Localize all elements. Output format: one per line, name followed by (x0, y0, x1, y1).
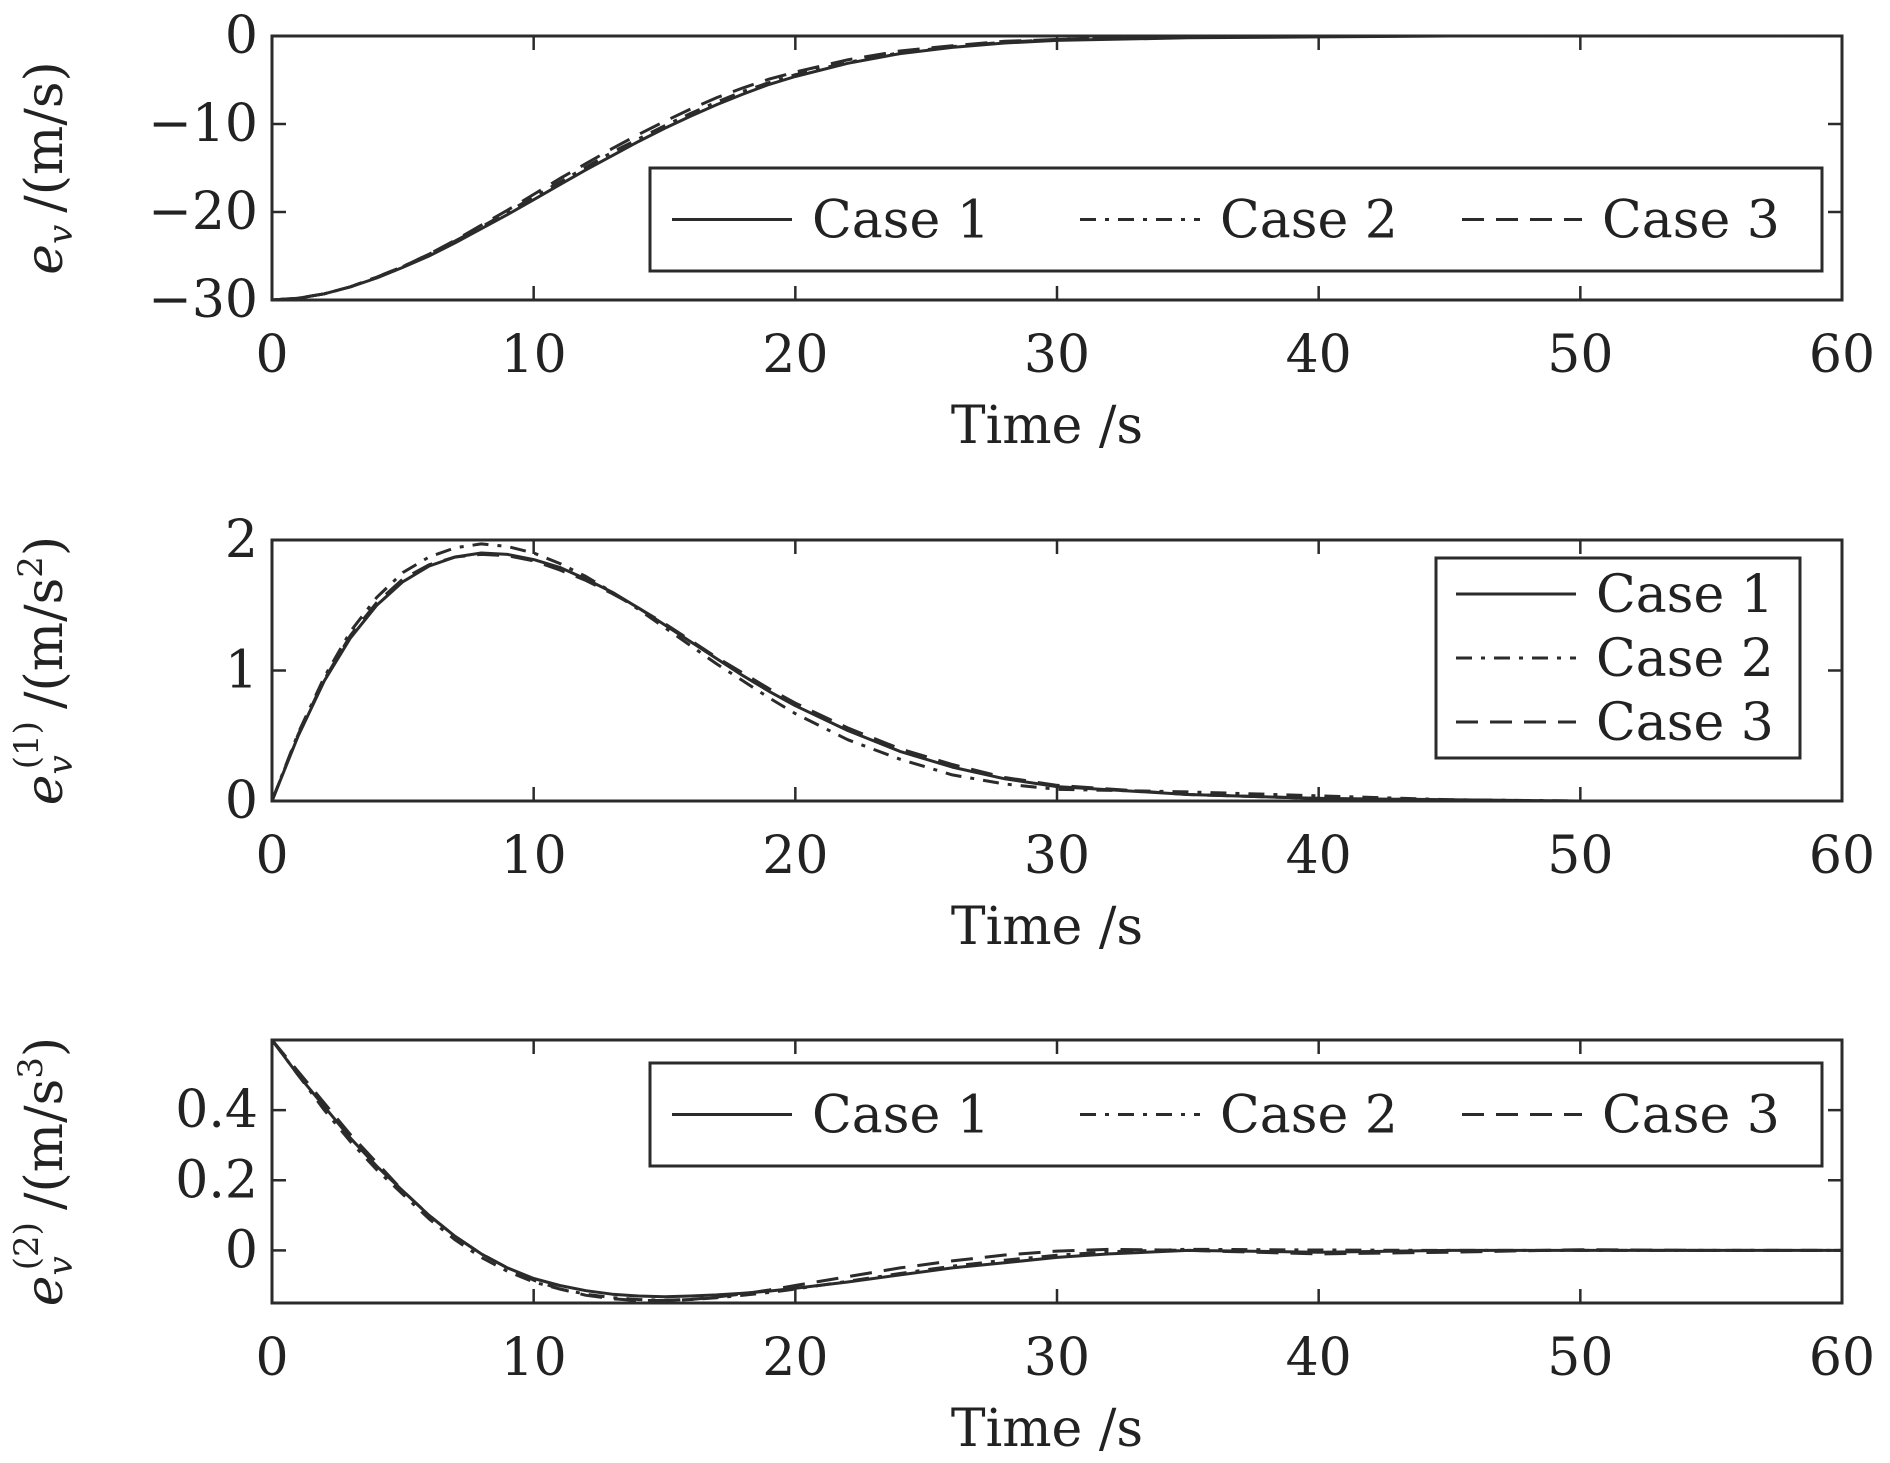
x-tick-label: 0 (255, 325, 288, 385)
y-title-unit: /(m/s (15, 1079, 75, 1210)
x-tick-label: 40 (1286, 1328, 1352, 1388)
y-tick-label: −20 (148, 182, 258, 242)
x-tick-label: 20 (762, 1328, 828, 1388)
y-title-unit: /(m/s (15, 578, 75, 709)
chart-panel-3: 0 10 20 30 40 50 60 0 0.2 0.4 Time /s ev(2) /(m/s3) C… (7, 1037, 1875, 1459)
legend-label-case-3: Case 3 (1602, 191, 1780, 251)
y-axis-title: ev(2) /(m/s3) (7, 1037, 81, 1306)
legend-box (648, 166, 1824, 273)
y-tick-label: 0.4 (175, 1080, 258, 1140)
x-tick-label: 10 (501, 325, 567, 385)
y-title-symbol: e (15, 774, 75, 805)
x-tick-label: 30 (1024, 1328, 1090, 1388)
chart-panel-1: 0 10 20 30 40 50 60 0 −10 −20 −30 Time /s ev /(m/s) Ca… (15, 6, 1875, 456)
y-tick-label: −10 (148, 94, 258, 154)
series-line-case-3 (272, 34, 1842, 302)
legend-label-case-2: Case 2 (1220, 191, 1398, 251)
x-axis-title: Time /s (951, 1399, 1143, 1459)
legend-label-case-2: Case 2 (1596, 629, 1774, 689)
x-tick-label: 40 (1286, 826, 1352, 886)
x-tick-label: 50 (1547, 1328, 1613, 1388)
y-title-symbol: e (15, 1275, 75, 1306)
x-tick-label: 20 (762, 325, 828, 385)
legend-label-case-2: Case 2 (1220, 1086, 1398, 1146)
x-tick-label: 50 (1547, 826, 1613, 886)
y-tick-label: 0 (225, 1220, 258, 1280)
y-title-superscript: (2) (7, 1222, 47, 1270)
x-tick-label: 60 (1809, 1328, 1875, 1388)
y-axis-title: ev /(m/s) (15, 61, 81, 275)
x-tick-label: 10 (501, 826, 567, 886)
y-axis-title: ev(1) /(m/s2) (7, 536, 81, 805)
legend: Case 1 Case 2 Case 3 (648, 166, 1824, 273)
x-tick-label: 50 (1547, 325, 1613, 385)
legend-label-case-1: Case 1 (812, 191, 990, 251)
legend: Case 1 Case 2 Case 3 (648, 1061, 1824, 1168)
y-tick-label: 2 (225, 510, 258, 570)
legend-label-case-3: Case 3 (1602, 1086, 1780, 1146)
series-line-case-3 (272, 1039, 1842, 1302)
legend-label-case-1: Case 1 (1596, 565, 1774, 625)
y-tick-label: 0 (225, 6, 258, 66)
x-tick-label: 0 (255, 826, 288, 886)
x-tick-label: 60 (1809, 826, 1875, 886)
y-title-unit-superscript: 2 (11, 556, 51, 578)
x-tick-label: 0 (255, 1328, 288, 1388)
x-tick-label: 60 (1809, 325, 1875, 385)
y-tick-label: 0.2 (175, 1150, 258, 1210)
x-tick-label: 10 (501, 1328, 567, 1388)
y-title-unit-superscript: 3 (11, 1057, 51, 1079)
x-axis-title: Time /s (951, 396, 1143, 456)
y-title-subscript: v (41, 755, 81, 774)
y-title-unit: /(m/s) (15, 61, 75, 213)
x-tick-label: 20 (762, 826, 828, 886)
series-line-case-2 (272, 542, 1842, 803)
y-tick-label: 1 (225, 641, 258, 701)
x-tick-label: 30 (1024, 325, 1090, 385)
y-title-superscript: (1) (7, 721, 47, 769)
y-title-unit-close: ) (15, 1037, 75, 1057)
y-title-subscript: v (41, 1256, 81, 1275)
x-axis-title: Time /s (951, 897, 1143, 957)
x-tick-label: 30 (1024, 826, 1090, 886)
series-line-case-3 (272, 552, 1842, 803)
y-tick-label: −30 (148, 270, 258, 330)
y-title-symbol: e (15, 244, 75, 275)
legend-label-case-3: Case 3 (1596, 693, 1774, 753)
legend-box (648, 1061, 1824, 1168)
y-tick-label: 0 (225, 771, 258, 831)
x-tick-label: 40 (1286, 325, 1352, 385)
y-title-subscript: v (41, 225, 81, 244)
y-title-unit-close: ) (15, 536, 75, 556)
legend-label-case-1: Case 1 (812, 1086, 990, 1146)
